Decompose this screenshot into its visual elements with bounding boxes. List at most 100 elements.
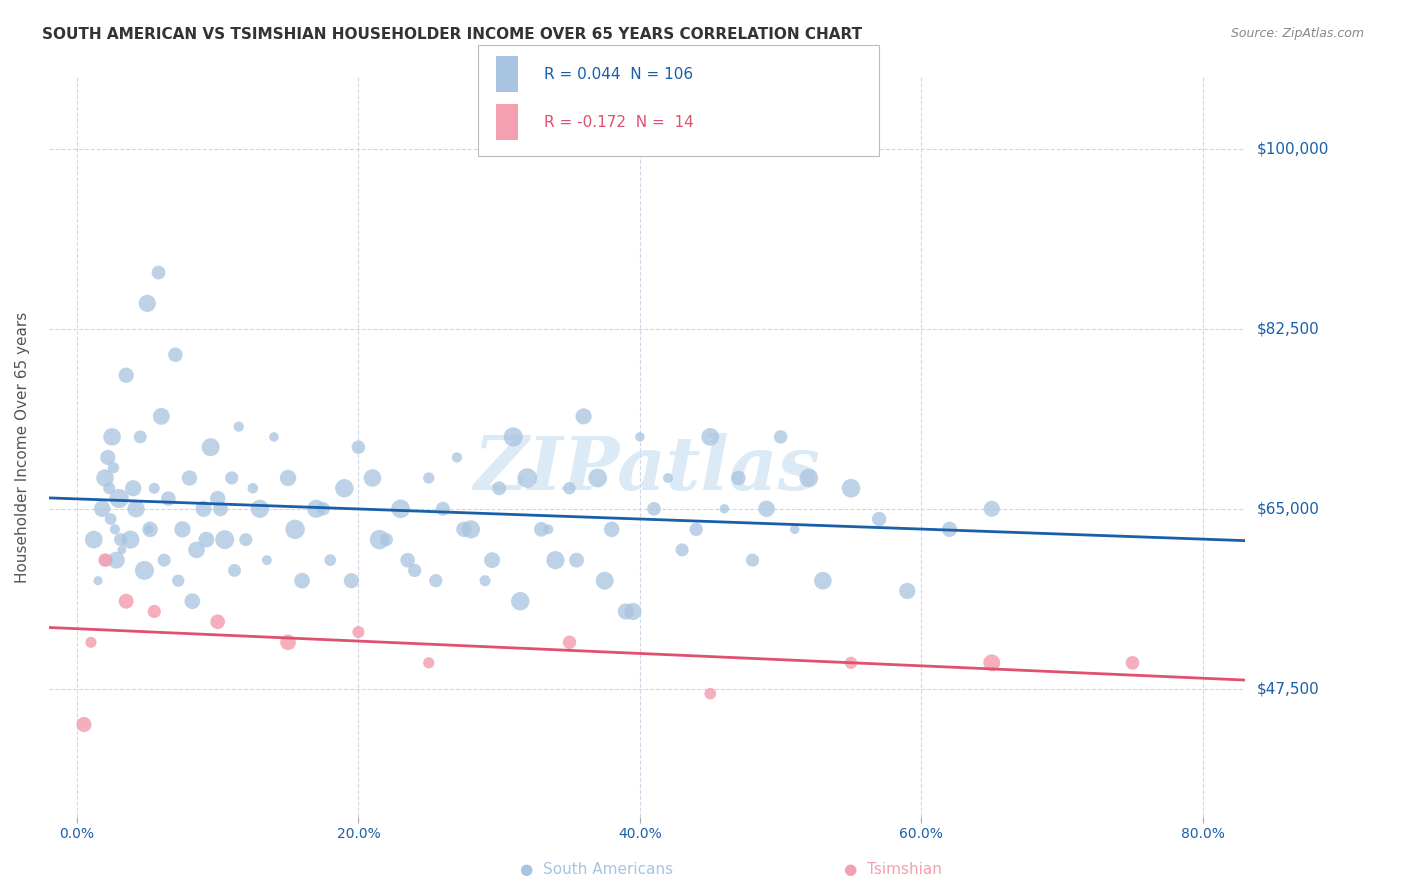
Point xyxy=(671,542,693,557)
Point xyxy=(558,481,581,495)
Point xyxy=(432,501,454,516)
Point xyxy=(100,512,122,526)
Point xyxy=(108,491,131,506)
Point xyxy=(122,481,145,495)
Point xyxy=(1121,656,1143,670)
Point xyxy=(980,501,1002,516)
Point xyxy=(172,522,194,536)
Point xyxy=(235,533,257,547)
Point xyxy=(446,450,468,465)
Point xyxy=(305,501,328,516)
Point xyxy=(811,574,834,588)
Point xyxy=(621,605,644,619)
Point xyxy=(418,656,440,670)
Point xyxy=(558,635,581,649)
Text: R = 0.044  N = 106: R = 0.044 N = 106 xyxy=(544,67,693,81)
Point xyxy=(98,481,121,495)
Point xyxy=(453,522,475,536)
Point xyxy=(136,296,159,310)
Point xyxy=(256,553,278,567)
Point xyxy=(657,471,679,485)
Point xyxy=(115,594,138,608)
Point xyxy=(120,533,142,547)
Point xyxy=(110,533,132,547)
Point xyxy=(165,348,187,362)
Point xyxy=(139,522,162,536)
Point xyxy=(425,574,447,588)
Text: Source: ZipAtlas.com: Source: ZipAtlas.com xyxy=(1230,27,1364,40)
Point xyxy=(284,522,307,536)
Point xyxy=(186,542,208,557)
Point xyxy=(628,430,651,444)
Point xyxy=(80,635,103,649)
Point xyxy=(980,656,1002,670)
Point xyxy=(312,501,335,516)
Point xyxy=(263,430,285,444)
Point xyxy=(87,574,110,588)
Point xyxy=(207,491,229,506)
Point xyxy=(769,430,792,444)
Point xyxy=(389,501,412,516)
Point xyxy=(481,553,503,567)
Point xyxy=(713,501,735,516)
Point xyxy=(509,594,531,608)
Point xyxy=(319,553,342,567)
Point xyxy=(783,522,806,536)
Point xyxy=(340,574,363,588)
Point xyxy=(361,471,384,485)
Point xyxy=(797,471,820,485)
Point xyxy=(418,471,440,485)
Point xyxy=(224,563,246,577)
Point xyxy=(277,471,299,485)
Point xyxy=(685,522,707,536)
Point xyxy=(91,501,114,516)
Point xyxy=(179,471,201,485)
Point xyxy=(103,460,125,475)
Point xyxy=(167,574,190,588)
Point xyxy=(96,553,118,567)
Point xyxy=(839,481,862,495)
Point xyxy=(143,605,166,619)
Point xyxy=(97,450,120,465)
Point xyxy=(938,522,960,536)
Point xyxy=(699,687,721,701)
Point xyxy=(565,553,588,567)
Point xyxy=(143,481,166,495)
Point xyxy=(153,553,176,567)
Point xyxy=(741,553,763,567)
Point xyxy=(347,440,370,454)
Point xyxy=(755,501,778,516)
Point xyxy=(134,563,156,577)
Point xyxy=(839,656,862,670)
Point xyxy=(181,594,204,608)
Point xyxy=(157,491,180,506)
Point xyxy=(347,625,370,640)
Point xyxy=(129,430,152,444)
Point xyxy=(193,501,215,516)
Point xyxy=(544,553,567,567)
Text: ●  South Americans: ● South Americans xyxy=(520,863,673,877)
Point xyxy=(474,574,496,588)
Point xyxy=(111,542,134,557)
Point xyxy=(727,471,749,485)
Point xyxy=(396,553,419,567)
Point xyxy=(368,533,391,547)
Point xyxy=(94,471,117,485)
Point xyxy=(214,533,236,547)
Point xyxy=(115,368,138,383)
Text: ●  Tsimshian: ● Tsimshian xyxy=(844,863,942,877)
Text: $100,000: $100,000 xyxy=(1257,142,1329,157)
Text: $65,000: $65,000 xyxy=(1257,501,1319,516)
Point xyxy=(242,481,264,495)
Point xyxy=(291,574,314,588)
Text: $82,500: $82,500 xyxy=(1257,321,1319,336)
Point xyxy=(125,501,148,516)
Point xyxy=(83,533,105,547)
Point xyxy=(209,501,232,516)
Point xyxy=(896,584,918,599)
Point xyxy=(195,533,218,547)
Text: SOUTH AMERICAN VS TSIMSHIAN HOUSEHOLDER INCOME OVER 65 YEARS CORRELATION CHART: SOUTH AMERICAN VS TSIMSHIAN HOUSEHOLDER … xyxy=(42,27,862,42)
Point xyxy=(593,574,616,588)
Point xyxy=(530,522,553,536)
Point xyxy=(138,522,160,536)
